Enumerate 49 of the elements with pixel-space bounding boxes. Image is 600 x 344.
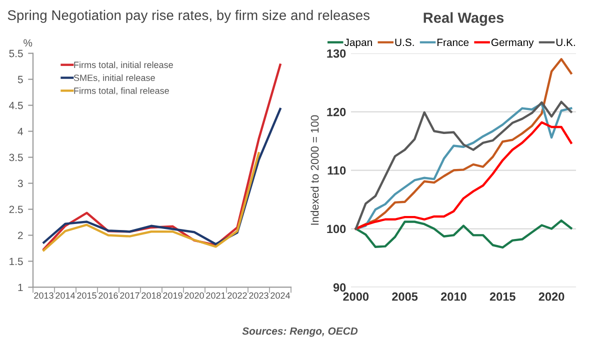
line-series [354, 219, 572, 249]
x-tick-label: 2021 [206, 292, 226, 299]
legend-label: SMEs, initial release [74, 74, 155, 82]
x-tick-label: 2024 [270, 292, 290, 299]
y-tick-label: 3 [18, 180, 23, 188]
chart-title: Real Wages [424, 12, 504, 26]
y-tick-label: 5.5 [9, 50, 23, 58]
y-tick-label: 1.5 [10, 258, 23, 266]
legend-label: U.K. [556, 38, 575, 46]
x-tick-label: 2014 [56, 292, 76, 299]
y-tick-label: 90 [333, 283, 346, 292]
source-note: Sources: Rengo, OECD [242, 327, 358, 337]
y-tick-label: 5 [18, 76, 23, 84]
x-tick-label: 2016 [98, 292, 118, 299]
y-axis-title: Indexed to 2000 = 100 [310, 115, 319, 225]
y-tick-label: 2.5 [9, 206, 23, 214]
legend-label: U.S. [395, 38, 414, 46]
x-tick-label: 2015 [490, 292, 516, 301]
x-tick-label: 2023 [249, 292, 268, 299]
x-tick-label: 2019 [163, 292, 182, 299]
legend-label: Firms total, initial release [74, 61, 173, 70]
legend-label: Germany [491, 38, 534, 48]
x-tick-label: 2000 [343, 292, 369, 301]
y-tick-label: 130 [327, 49, 346, 58]
x-tick-label: 2005 [392, 292, 418, 301]
x-tick-label: 2015 [77, 292, 96, 299]
y-tick-label: 100 [327, 224, 346, 234]
line-series [42, 108, 282, 246]
x-tick-label: 2022 [228, 292, 247, 299]
line-series [42, 64, 282, 250]
line-series [42, 152, 260, 252]
x-tick-label: 2020 [184, 292, 204, 299]
x-tick-label: 2010 [440, 292, 466, 301]
y-tick-label: 120 [327, 108, 346, 116]
legend-label: Firms total, final release [74, 87, 169, 95]
legend-label: France [437, 38, 469, 46]
y-tick-label: 2 [18, 232, 23, 240]
y-tick-label: 4.5 [9, 102, 23, 110]
x-tick-label: 2013 [34, 292, 54, 299]
x-tick-label: 2017 [120, 292, 140, 299]
y-tick-label: 4 [18, 128, 23, 136]
chart-title: Spring Negotiation pay rise rates, by firm size and releases [8, 10, 370, 23]
legend-label: Japan [344, 38, 372, 48]
x-tick-label: 2020 [538, 292, 564, 301]
x-tick-label: 2018 [142, 292, 161, 299]
y-axis-title: % [24, 39, 32, 47]
y-tick-label: 1 [18, 284, 23, 292]
y-tick-label: 3.5 [9, 154, 23, 162]
y-tick-label: 110 [328, 166, 346, 175]
